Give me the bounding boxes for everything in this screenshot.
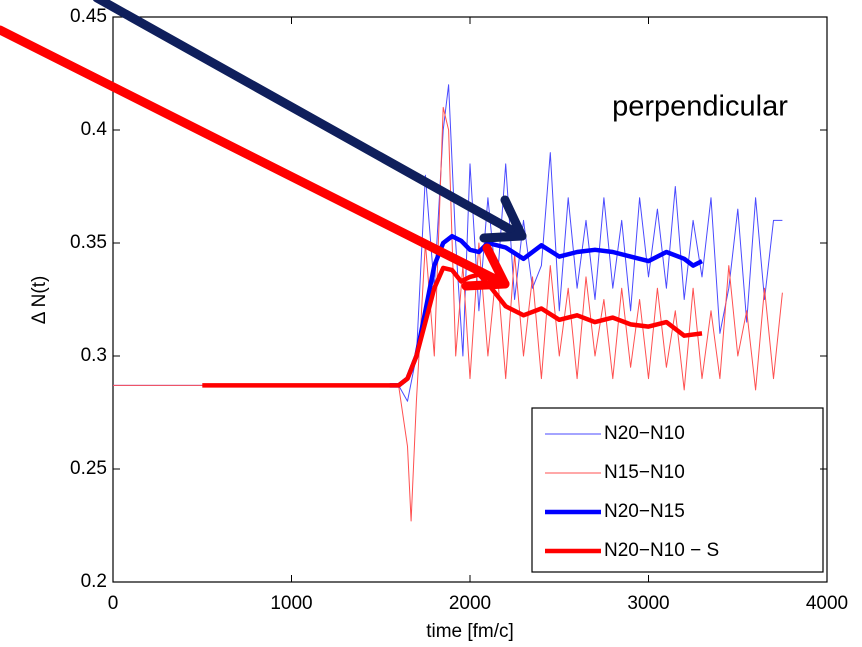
y-tick-label: 0.4 — [81, 119, 108, 140]
arrows — [0, 0, 527, 291]
y-tick-label: 0.2 — [81, 571, 107, 592]
x-tick-label: 2000 — [449, 593, 491, 614]
y-tick-label: 0.3 — [81, 345, 107, 366]
annotation: perpendicular — [612, 91, 788, 123]
series-line — [113, 84, 783, 402]
series-line — [389, 233, 704, 388]
legend-label: N15−N10 — [604, 462, 685, 483]
x-tick-label: 4000 — [806, 593, 848, 614]
legend-label: N20−N15 — [604, 501, 685, 522]
x-tick-label: 0 — [108, 593, 119, 614]
arrow-red — [0, 25, 510, 289]
arrow-navy — [92, 0, 527, 241]
arrowhead-red — [461, 243, 510, 291]
y-axis-label: Δ N(t) — [29, 276, 50, 325]
arrowhead-navy — [479, 195, 527, 243]
x-tick-label: 1000 — [270, 593, 312, 614]
legend: N20−N10 N15−N10 N20−N15 N20−N10 − S — [545, 423, 719, 561]
series-line — [113, 106, 783, 522]
legend-label: N20−N10 − S — [604, 540, 719, 561]
y-tick-label: 0.45 — [70, 6, 107, 27]
x-tick-label: 3000 — [627, 593, 669, 614]
y-tick-label: 0.35 — [70, 232, 107, 253]
legend-label: N20−N10 — [604, 423, 685, 444]
legend-box — [531, 407, 824, 573]
y-tick-label: 0.25 — [70, 458, 107, 479]
x-axis-label: time [fm/c] — [426, 621, 514, 642]
